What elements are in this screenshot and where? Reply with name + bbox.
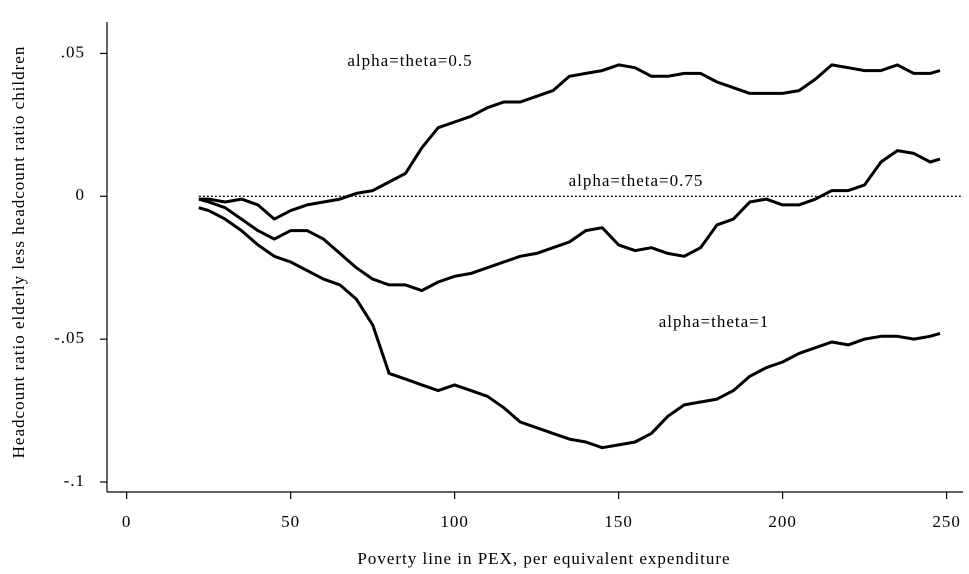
series-line <box>198 206 941 450</box>
x-tick-label: 200 <box>768 512 797 531</box>
series-label: alpha=theta=0.75 <box>569 171 704 190</box>
y-tick-label: -.05 <box>54 328 85 347</box>
x-tick-label: 100 <box>440 512 469 531</box>
y-tick-label: 0 <box>76 185 86 204</box>
x-tick-label: 250 <box>932 512 961 531</box>
x-tick-label: 0 <box>122 512 132 531</box>
x-axis-title: Poverty line in PEX, per equivalent expe… <box>357 549 730 568</box>
x-tick-label: 50 <box>281 512 300 531</box>
x-tick-label: 150 <box>604 512 633 531</box>
series-label: alpha=theta=1 <box>659 312 770 331</box>
y-tick-label: .05 <box>61 42 85 61</box>
series-line <box>198 149 941 293</box>
y-axis-title: Headcount ratio elderly less headcount r… <box>9 46 28 459</box>
series-label: alpha=theta=0.5 <box>347 51 472 70</box>
series-line <box>198 63 941 221</box>
y-tick-label: -.1 <box>64 471 85 490</box>
